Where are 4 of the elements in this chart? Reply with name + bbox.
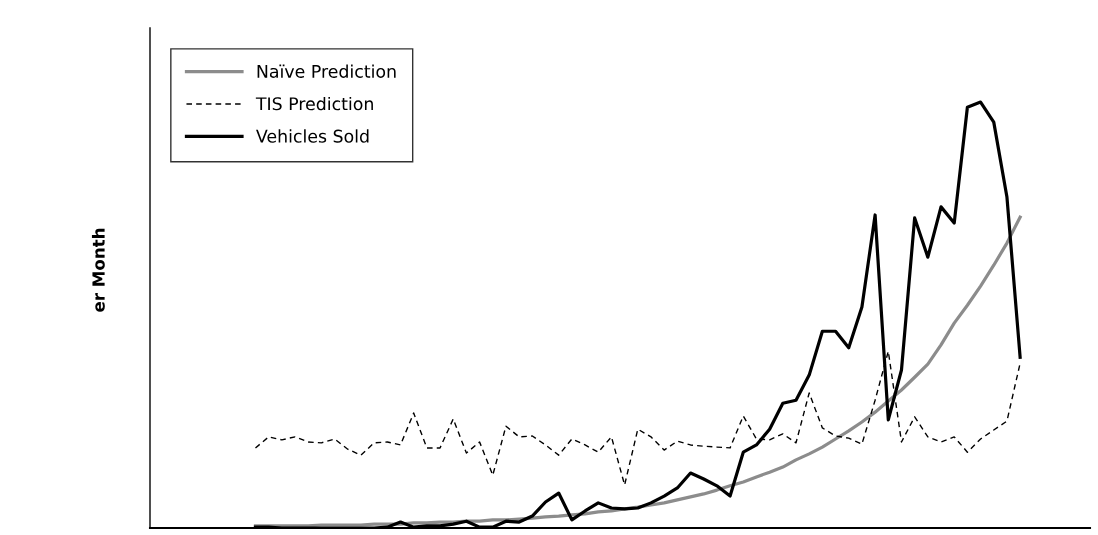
legend-label: Naïve Prediction [257,64,396,78]
legend-label: TIS Prediction [255,96,373,111]
legend-label: Vehicles Sold [256,129,369,143]
text: er Month [91,228,105,312]
